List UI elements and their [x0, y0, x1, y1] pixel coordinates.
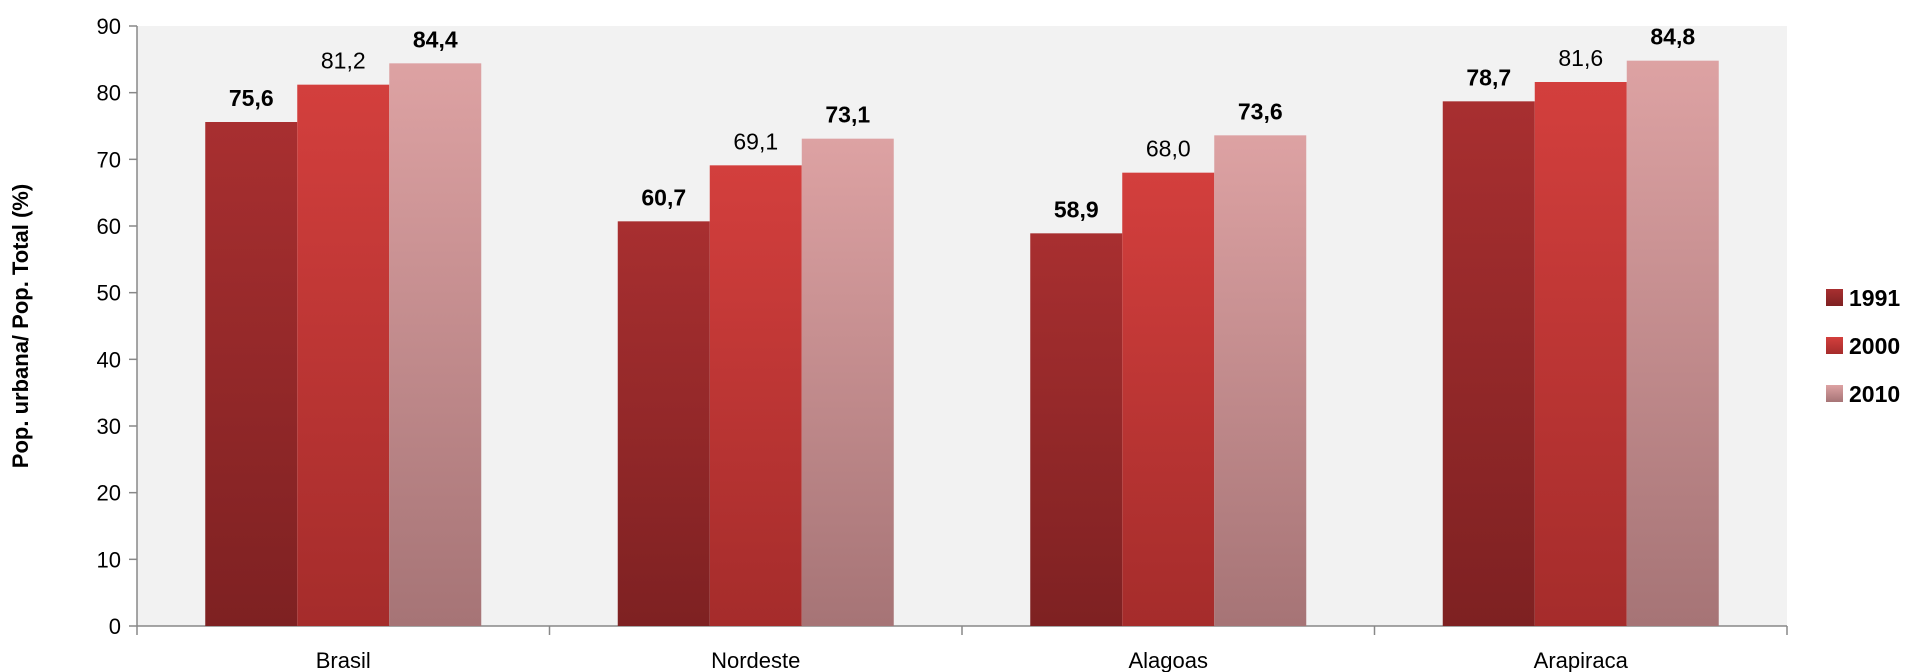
data-label: 69,1: [733, 128, 778, 154]
x-category-label: Brasil: [316, 648, 371, 672]
bar-2010-nordeste: [801, 138, 894, 626]
legend-swatch-2010: [1826, 385, 1843, 402]
data-label: 73,6: [1238, 98, 1283, 124]
bar-2000-nordeste: [709, 165, 802, 627]
legend-label: 2010: [1849, 381, 1900, 407]
y-tick-label: 70: [97, 147, 121, 172]
legend-label: 1991: [1849, 285, 1900, 311]
x-category-label: Arapiraca: [1534, 648, 1629, 672]
x-category-label: Nordeste: [711, 648, 800, 672]
bar-2010-alagoas: [1214, 135, 1307, 627]
data-label: 68,0: [1146, 136, 1191, 162]
y-tick-label: 40: [97, 347, 121, 372]
y-tick-label: 60: [97, 214, 121, 239]
data-label: 60,7: [641, 184, 686, 210]
y-tick-label: 0: [109, 614, 121, 639]
data-label: 81,2: [321, 48, 366, 74]
bar-1991-brasil: [205, 122, 298, 626]
bar-1991-alagoas: [1030, 233, 1123, 627]
y-axis-title: Pop. urbana/ Pop. Total (%): [8, 184, 33, 468]
data-labels: 75,6 81,2 84,4 60,7 69,1 73,1 58,9 68,0 73,6 78,7…: [229, 24, 1695, 223]
y-tick-label: 80: [97, 81, 121, 106]
y-axis: 0 10 20 30 40 50 60 70 80 90: [97, 14, 138, 639]
data-label: 84,8: [1650, 24, 1695, 50]
bar-2010-brasil: [389, 63, 482, 627]
bars: [205, 60, 1719, 627]
legend-swatch-1991: [1826, 289, 1843, 306]
legend: 1991 2000 2010: [1826, 285, 1900, 407]
bar-2000-alagoas: [1122, 172, 1215, 626]
x-axis: Brasil Nordeste Alagoas Arapiraca: [136, 625, 1788, 672]
x-category-label: Alagoas: [1128, 648, 1208, 672]
y-tick-label: 50: [97, 281, 121, 306]
bar-2000-arapiraca: [1534, 82, 1627, 626]
data-label: 78,7: [1466, 64, 1511, 90]
y-tick-label: 20: [97, 481, 121, 506]
bar-1991-nordeste: [617, 221, 710, 627]
bar-1991-arapiraca: [1442, 101, 1535, 627]
data-label: 75,6: [229, 85, 274, 111]
y-tick-label: 90: [97, 14, 121, 39]
data-label: 73,1: [825, 102, 870, 128]
y-tick-label: 10: [97, 547, 121, 572]
bar-2010-arapiraca: [1626, 60, 1719, 626]
bar-2000-brasil: [297, 84, 390, 626]
data-label: 84,4: [413, 26, 458, 52]
legend-label: 2000: [1849, 333, 1900, 359]
y-tick-label: 30: [97, 414, 121, 439]
data-label: 58,9: [1054, 196, 1099, 222]
data-label: 81,6: [1558, 45, 1603, 71]
legend-swatch-2000: [1826, 337, 1843, 354]
